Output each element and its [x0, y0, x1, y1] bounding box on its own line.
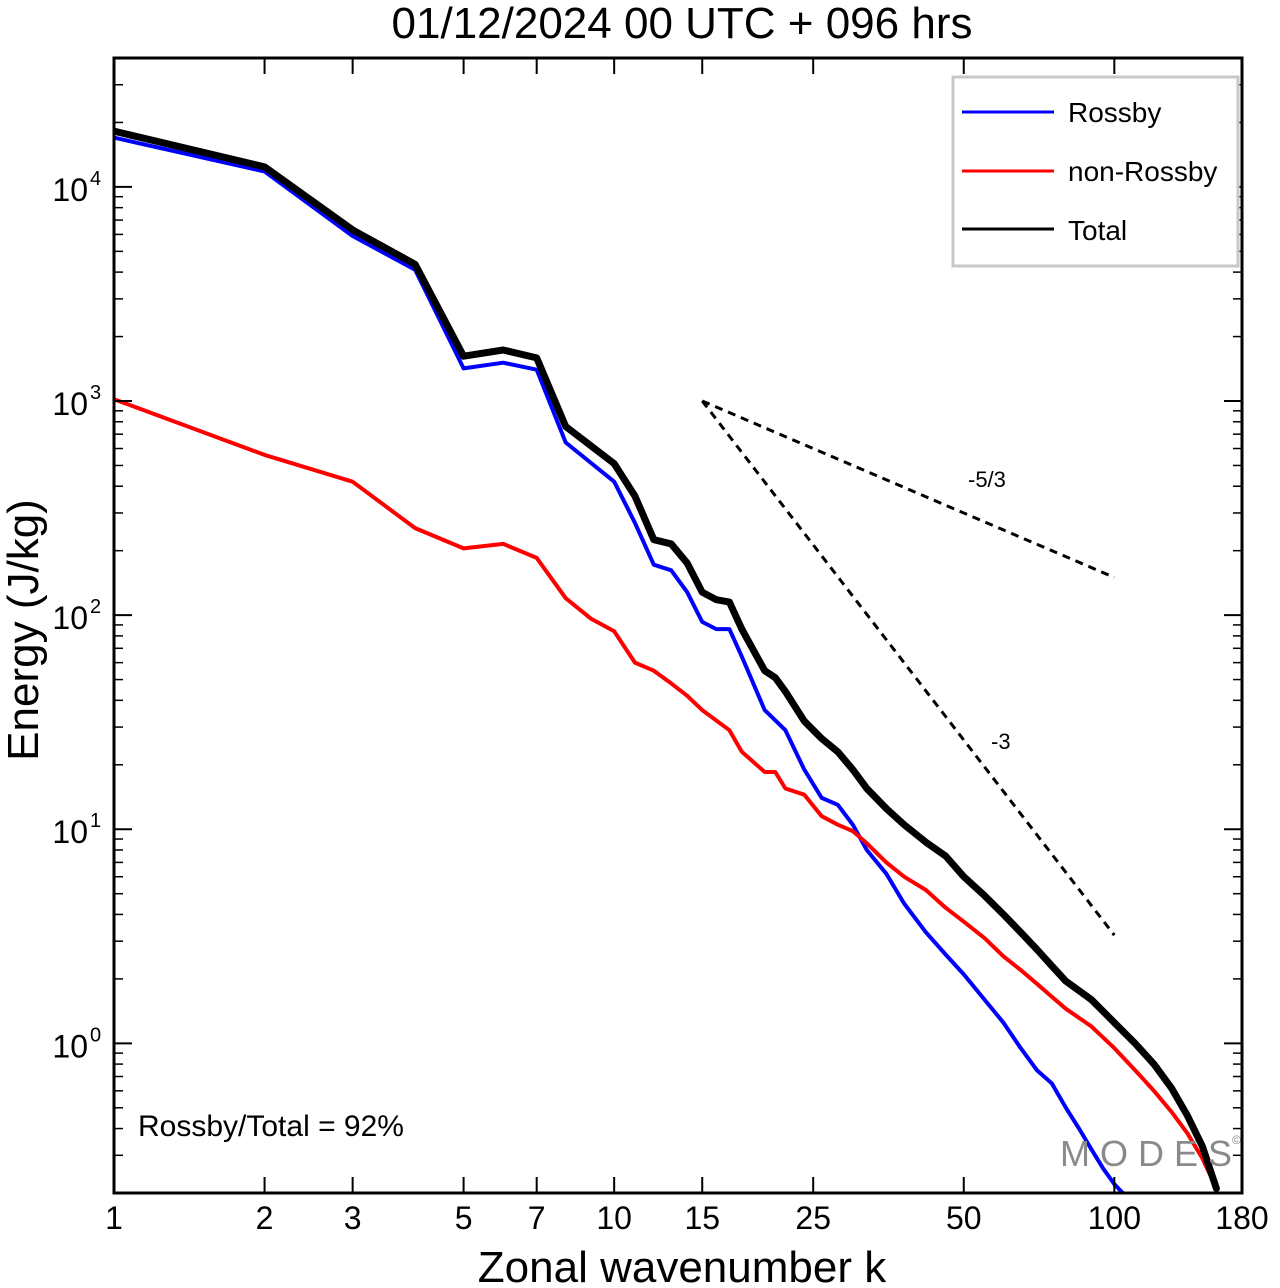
y-tick-label: 10 [52, 172, 88, 208]
x-tick-label: 15 [684, 1200, 720, 1236]
slope-lines [701, 399, 1116, 937]
y-tick-exponent: 4 [90, 168, 101, 190]
y-tick-label: 10 [52, 600, 88, 636]
x-tick-label: 7 [528, 1200, 546, 1236]
legend: Rossby non-Rossby Total [951, 75, 1240, 268]
legend-label-non-rossby: non-Rossby [1068, 156, 1217, 187]
x-axis-ticks: 1 2 3 5 7 10 15 25 50 100 180 [105, 58, 1269, 1236]
x-tick-label: 25 [795, 1200, 831, 1236]
legend-label-total: Total [1068, 215, 1127, 246]
series-line-rossby [114, 135, 1125, 1193]
rossby-ratio-annotation: Rossby/Total = 92% [138, 1110, 404, 1143]
x-tick-label: 180 [1215, 1200, 1268, 1236]
y-tick-exponent: 1 [90, 810, 101, 832]
chart-title: 01/12/2024 00 UTC + 096 hrs [392, 0, 973, 48]
y-tick-label: 10 [52, 1028, 88, 1064]
y-tick-label: 10 [52, 386, 88, 422]
x-tick-label: 1 [105, 1200, 123, 1236]
x-tick-label: 2 [256, 1200, 274, 1236]
x-tick-label: 3 [344, 1200, 362, 1236]
x-axis-title: Zonal wavenumber k [478, 1243, 887, 1288]
y-tick-exponent: 2 [90, 596, 101, 618]
legend-label-rossby: Rossby [1068, 97, 1161, 128]
series-line-non-rossby [114, 397, 1219, 1191]
x-tick-label: 50 [946, 1200, 982, 1236]
series-layer [114, 127, 1220, 1193]
x-tick-label: 5 [455, 1200, 473, 1236]
series-line-total [114, 127, 1220, 1192]
x-tick-label: 10 [596, 1200, 632, 1236]
copyright-mark: © [1232, 1133, 1241, 1147]
x-tick-label: 100 [1088, 1200, 1141, 1236]
y-tick-label: 10 [52, 814, 88, 850]
slope-label-minus-5-3: -5/3 [968, 467, 1006, 492]
y-axis-title: Energy (J/kg) [0, 499, 48, 761]
slope-line-1 [701, 400, 1116, 937]
slope-line-0 [701, 399, 1115, 579]
modes-watermark: MODES [1060, 1133, 1242, 1174]
slope-label-minus-3: -3 [991, 729, 1011, 754]
y-tick-exponent: 3 [90, 382, 101, 404]
y-tick-exponent: 0 [90, 1024, 101, 1046]
